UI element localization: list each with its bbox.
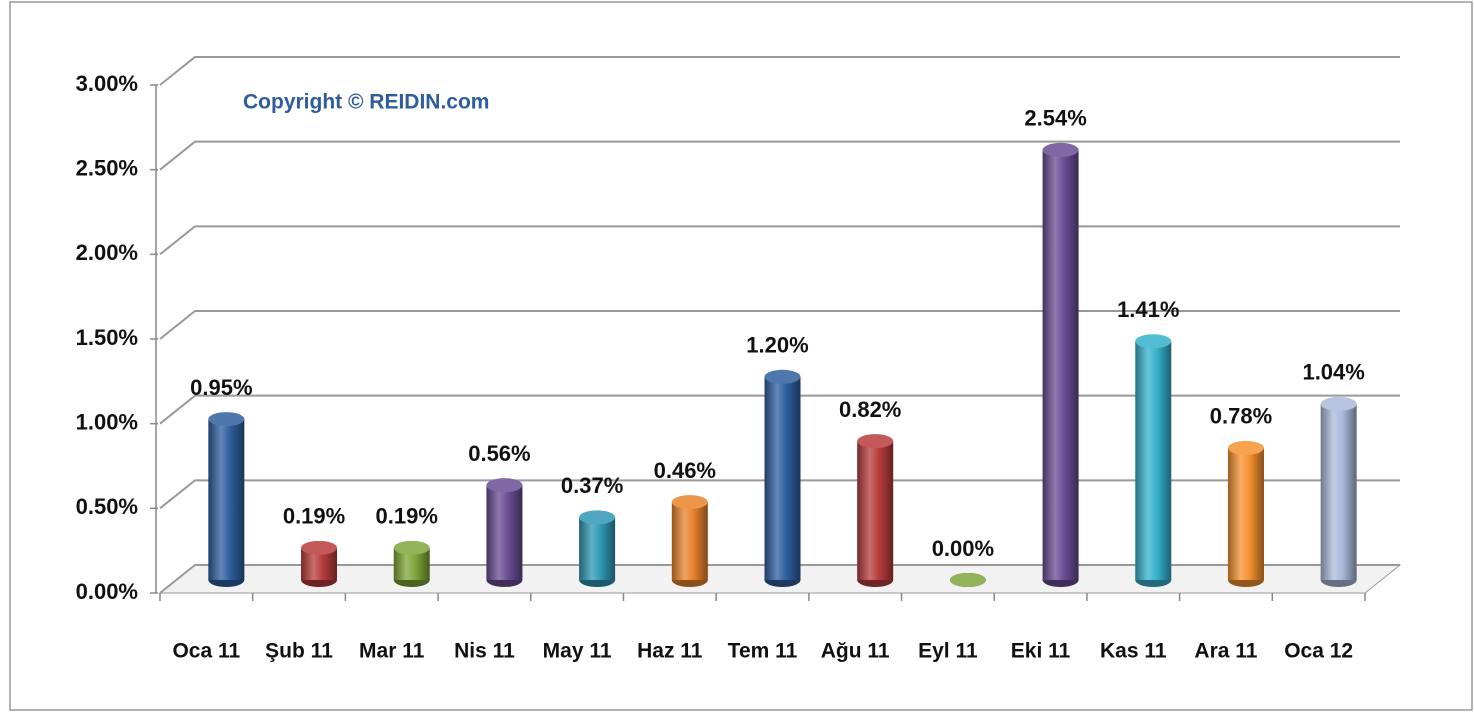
y-tick-label: 1.00%: [76, 409, 138, 434]
y-tick-label: 0.00%: [76, 579, 138, 604]
x-tick-label: Şub 11: [265, 640, 333, 663]
bar-top: [764, 369, 801, 384]
value-label: 2.54%: [1024, 106, 1086, 131]
value-label: 1.41%: [1117, 297, 1179, 322]
bar: [1135, 341, 1172, 580]
value-label: 0.78%: [1210, 404, 1272, 429]
value-label: 0.82%: [839, 397, 901, 422]
bar-top: [857, 434, 894, 449]
value-label: 1.04%: [1302, 360, 1364, 385]
x-tick-label: Oca 11: [172, 640, 240, 663]
value-label: 0.37%: [561, 473, 623, 498]
grid-line: [159, 479, 1400, 510]
bar-top: [486, 478, 523, 493]
bar: [1227, 447, 1264, 580]
x-tick-label: Mar 11: [359, 640, 425, 663]
x-tick-label: Haz 11: [637, 640, 703, 663]
x-tick-label: Tem 11: [728, 640, 798, 663]
value-label: 0.56%: [468, 441, 530, 466]
bar-top: [393, 540, 430, 555]
y-tick-label: 0.50%: [76, 494, 138, 519]
bar-top: [1135, 334, 1172, 349]
bar: [208, 419, 245, 580]
grid-line: [159, 310, 1400, 340]
x-tick-label: Kas 11: [1100, 640, 1167, 663]
bar-top: [579, 510, 616, 525]
bar: [1320, 403, 1357, 580]
bar: [671, 502, 708, 580]
grid-line: [159, 564, 1400, 594]
y-tick-label: 1.50%: [76, 325, 138, 350]
bar: [764, 376, 801, 580]
value-label: 0.00%: [932, 536, 994, 561]
x-tick-label: Ara 11: [1194, 640, 1257, 663]
x-tick-label: Eki 11: [1011, 640, 1071, 663]
bar-top: [671, 495, 708, 510]
y-tick-label: 2.50%: [76, 155, 138, 180]
grid-line: [159, 225, 1400, 256]
x-tick-label: May 11: [543, 640, 612, 663]
value-label: 0.95%: [190, 375, 252, 400]
x-tick-label: Nis 11: [454, 640, 515, 663]
x-tick-label: Eyl 11: [918, 640, 978, 663]
value-label: 0.19%: [376, 504, 438, 529]
x-tick-label: Ağu 11: [821, 640, 890, 663]
bar-top: [1320, 396, 1357, 411]
annotation: Copyright © REIDIN.com: [243, 91, 489, 114]
bar: [486, 485, 523, 580]
bar-top: [301, 540, 338, 555]
grid-line: [159, 140, 1400, 171]
value-label: 0.19%: [283, 504, 345, 529]
bar-top: [208, 412, 245, 427]
bar: [579, 517, 616, 580]
bar-top: [1042, 142, 1079, 157]
bar: [1042, 149, 1079, 581]
y-tick-label: 3.00%: [76, 71, 138, 96]
value-label: 0.46%: [654, 458, 716, 483]
y-tick-label: 2.00%: [76, 240, 138, 265]
bar-top: [1227, 440, 1264, 455]
x-tick-label: Oca 12: [1284, 640, 1353, 663]
bar-top: [949, 573, 986, 587]
grid-line: [159, 394, 1400, 425]
value-label: 1.20%: [746, 333, 808, 358]
chart-frame: [9, 1, 1473, 711]
grid-line: [159, 56, 1400, 86]
bar: [857, 441, 894, 580]
